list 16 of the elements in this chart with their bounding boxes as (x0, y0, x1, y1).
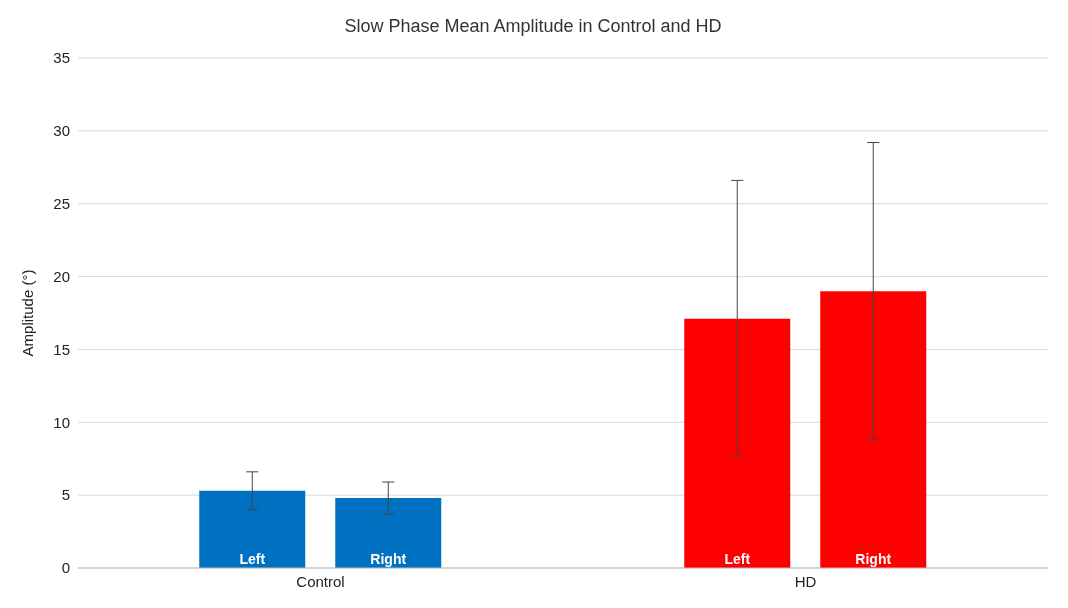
y-tick-label: 30 (53, 122, 70, 140)
y-tick-label: 20 (53, 267, 70, 285)
series-label: Left (239, 551, 266, 567)
y-axis-title: Amplitude (°) (19, 269, 37, 357)
y-tick-label: 5 (61, 486, 70, 504)
series-label: Right (370, 551, 407, 567)
y-tick-label: 10 (53, 413, 70, 431)
x-tick-label: HD (794, 572, 817, 590)
text: Left (724, 551, 751, 567)
y-tick-label: 15 (53, 340, 70, 358)
y-tick-label: 25 (53, 195, 70, 213)
x-tick-label: Control (296, 572, 345, 590)
y-tick-label: 0 (61, 559, 70, 577)
chart-title: Slow Phase Mean Amplitude in Control and HD (343, 15, 723, 38)
y-tick-label: 35 (53, 49, 70, 67)
text: Right (855, 551, 892, 567)
